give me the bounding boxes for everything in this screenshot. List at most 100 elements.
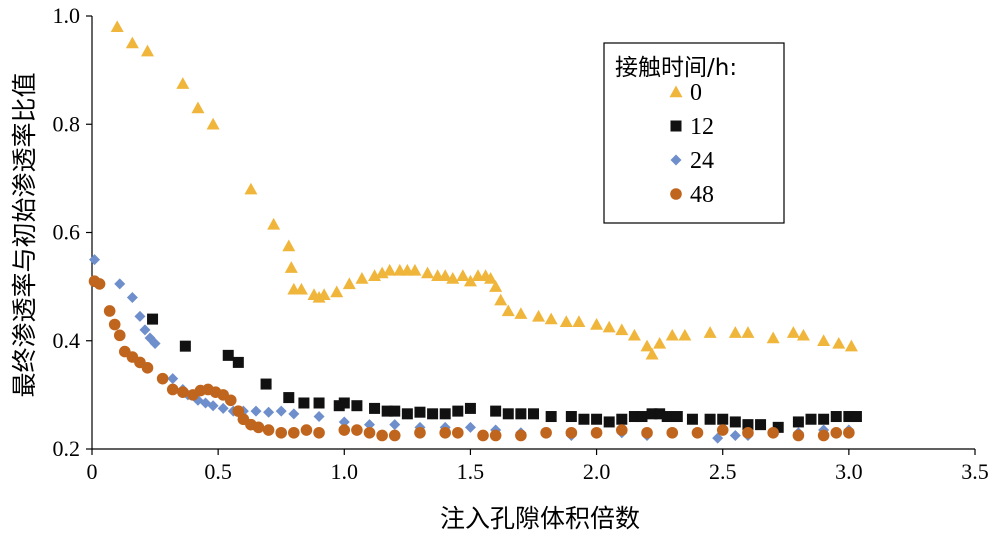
data-point (288, 408, 300, 420)
data-point (381, 405, 393, 417)
data-point (114, 278, 126, 290)
data-point (452, 405, 464, 417)
data-point (544, 312, 558, 325)
data-point (283, 392, 295, 404)
y-tick-label: 0.4 (53, 328, 81, 353)
data-point (717, 413, 729, 425)
data-point (113, 329, 126, 342)
data-point (176, 77, 190, 89)
data-point (615, 323, 629, 336)
data-point (540, 426, 552, 439)
legend-label: 0 (690, 80, 702, 106)
data-point (313, 397, 325, 409)
data-point (376, 429, 388, 442)
data-point (338, 424, 351, 436)
data-point (818, 413, 830, 425)
legend-marker (670, 154, 682, 166)
data-point (438, 269, 452, 281)
data-point (565, 411, 577, 423)
data-point (421, 266, 435, 279)
x-tick-label: 1.5 (457, 459, 485, 484)
data-point (661, 411, 673, 423)
legend-items: 0 12 24 48 (669, 80, 714, 208)
data-point (792, 429, 805, 442)
data-point (578, 413, 590, 425)
data-point (267, 217, 281, 230)
data-point (489, 280, 503, 292)
data-point (572, 315, 586, 328)
data-point (401, 408, 413, 420)
data-point (850, 411, 862, 423)
data-point (275, 405, 287, 417)
data-point (729, 429, 741, 441)
data-point (590, 318, 604, 330)
data-point (244, 182, 258, 195)
series-48 (88, 275, 855, 442)
data-point (627, 328, 641, 341)
data-point (260, 378, 272, 390)
data-point (125, 36, 139, 49)
data-point (786, 326, 800, 338)
legend-label: 48 (690, 182, 714, 208)
data-point (298, 397, 310, 409)
data-point (545, 411, 557, 423)
data-point (742, 426, 754, 439)
data-point (355, 272, 369, 284)
data-point (262, 424, 275, 436)
data-point (616, 424, 628, 436)
data-point (817, 334, 831, 346)
y-ticks: 0.2 0.4 0.6 0.8 1.0 (53, 3, 92, 461)
data-point (369, 402, 381, 414)
data-point (532, 309, 546, 322)
data-point (103, 305, 116, 317)
data-point (206, 117, 220, 130)
data-point (489, 429, 502, 442)
data-point (284, 261, 298, 273)
data-point (446, 272, 460, 284)
data-point (388, 429, 401, 442)
data-point (565, 426, 578, 439)
data-point (282, 239, 296, 252)
data-point (641, 426, 653, 439)
data-point (559, 315, 573, 328)
data-point (755, 419, 767, 431)
data-point (514, 307, 528, 319)
legend-marker (669, 85, 683, 98)
data-point (464, 402, 476, 414)
data-point (528, 408, 539, 420)
data-point (456, 269, 470, 281)
data-point (338, 416, 350, 428)
x-axis-title: 注入孔隙体积倍数 (440, 504, 640, 533)
data-point (134, 310, 146, 322)
data-point (108, 318, 121, 331)
data-point (207, 400, 219, 412)
data-point (666, 426, 679, 439)
data-point (275, 426, 288, 439)
data-point (678, 328, 692, 341)
legend-marker (670, 120, 682, 132)
x-ticks: 0 0.5 1.0 1.5 2.0 2.5 3.0 3.5 (87, 449, 989, 484)
data-point (671, 411, 683, 423)
data-point (439, 426, 452, 439)
axes (91, 16, 975, 450)
data-point (363, 426, 376, 439)
data-point (141, 362, 154, 374)
x-tick-label: 0 (87, 459, 98, 484)
data-point (177, 386, 189, 398)
data-point (590, 426, 603, 439)
data-point (232, 356, 244, 368)
data-point (665, 328, 679, 341)
data-point (741, 326, 755, 338)
data-point (364, 419, 376, 431)
legend-marker (670, 188, 682, 200)
data-point (263, 406, 275, 418)
data-point (463, 274, 477, 287)
data-point (830, 411, 842, 423)
data-point (477, 429, 489, 442)
data-point (628, 411, 640, 423)
data-point (156, 372, 169, 385)
data-point (141, 44, 155, 57)
data-point (494, 293, 508, 306)
x-tick-label: 3.0 (835, 459, 863, 484)
